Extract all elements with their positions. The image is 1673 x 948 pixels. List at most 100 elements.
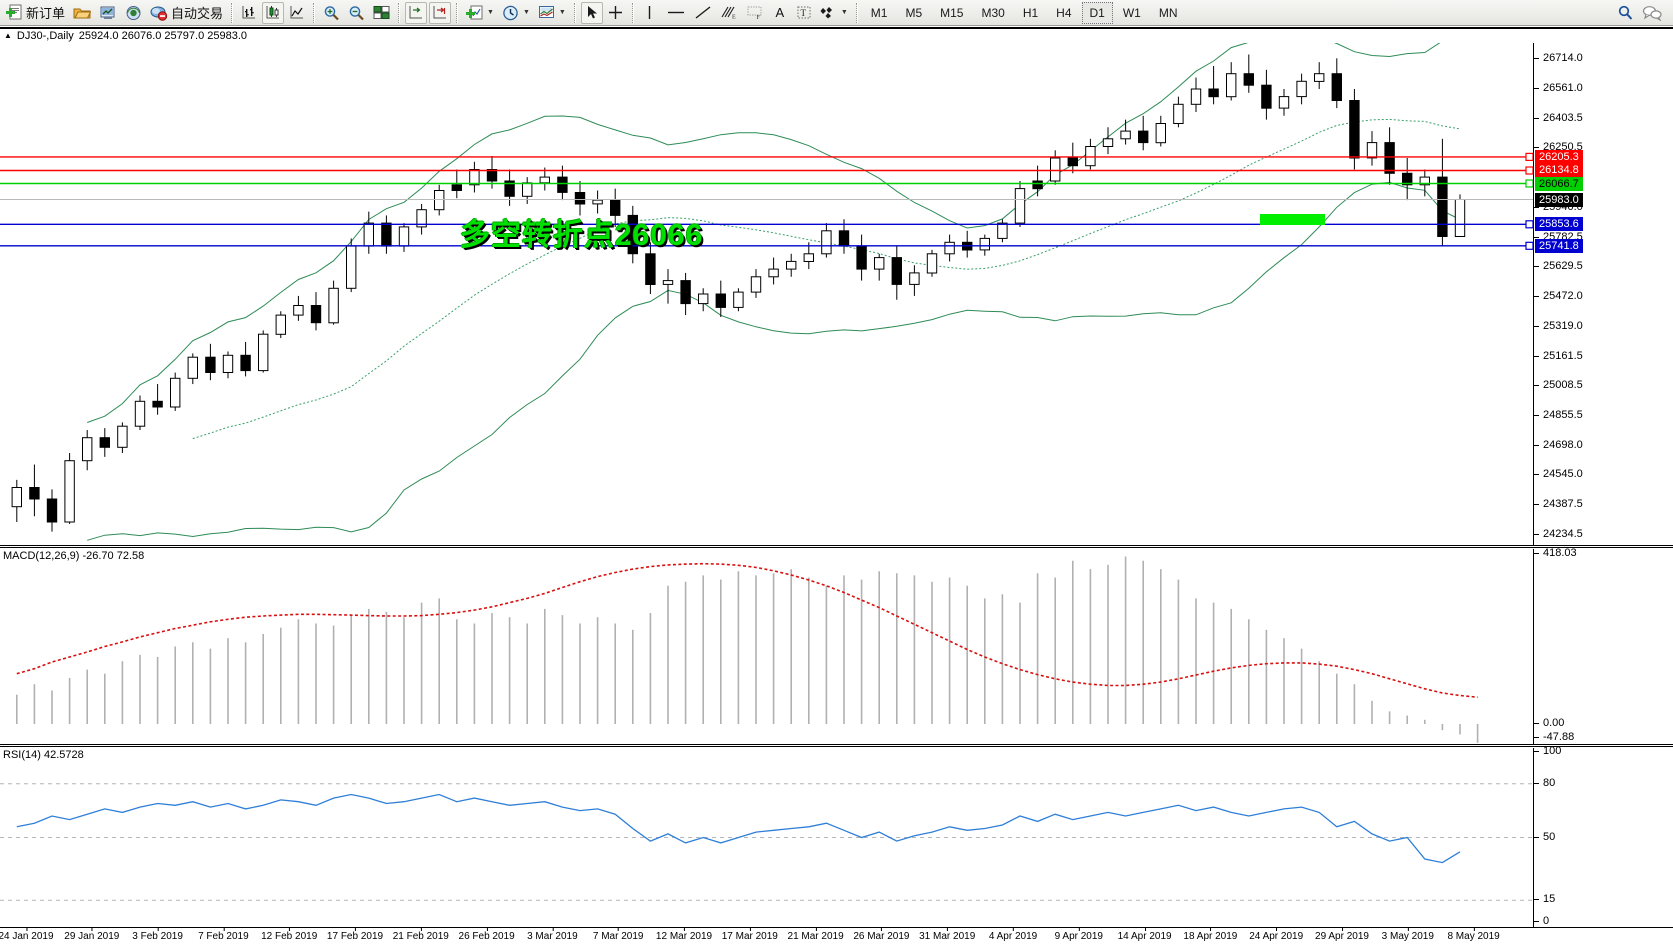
templates-button[interactable]: ▼: [535, 2, 569, 24]
date-tick: 12 Feb 2019: [261, 927, 318, 942]
price-tick: 24855.5: [1534, 409, 1583, 421]
vertical-line-button[interactable]: [639, 2, 661, 24]
date-tick: 7 Feb 2019: [198, 927, 249, 942]
new-order-button[interactable]: 新订单: [3, 2, 68, 24]
timeframe-d1[interactable]: D1: [1081, 1, 1113, 24]
crosshair-button[interactable]: [605, 2, 627, 24]
timeframe-w1[interactable]: W1: [1122, 5, 1141, 20]
chevron-down-icon[interactable]: ▼: [558, 9, 566, 16]
date-tick: 29 Jan 2019: [64, 927, 120, 942]
new-order-label: 新订单: [26, 6, 66, 21]
chat-button[interactable]: [1639, 2, 1665, 24]
timeframe-m15[interactable]: M15: [940, 5, 964, 20]
zoom-in-button[interactable]: [320, 2, 343, 24]
chevron-down-icon[interactable]: ▼: [487, 9, 494, 16]
toolbar-separator-2: [313, 2, 316, 23]
timeframe-h4[interactable]: H4: [1056, 5, 1072, 20]
period-button[interactable]: ▼: [499, 2, 533, 24]
price-tick: 24698.0: [1534, 439, 1583, 451]
level-badge-pivot[interactable]: 26066.7: [1535, 176, 1583, 191]
date-tick: 3 May 2019: [1381, 927, 1434, 942]
horizontal-line-button[interactable]: [663, 2, 689, 24]
candlestick-chart-button[interactable]: [262, 1, 285, 24]
auto-trading-button[interactable]: 自动交易: [147, 2, 226, 24]
search-button[interactable]: [1614, 2, 1637, 24]
date-axis[interactable]: 24 Jan 2019 29 Jan 2019 3 Feb 2019 7 Feb 20…: [0, 927, 1673, 948]
network-button[interactable]: [122, 2, 145, 24]
level-badge-support-2[interactable]: 25741.8: [1535, 238, 1583, 253]
trendline-button[interactable]: [691, 2, 715, 24]
shapes-icon: [820, 5, 837, 20]
fibonacci-button[interactable]: E: [717, 2, 741, 24]
timeframe-h1[interactable]: H1: [1022, 5, 1039, 20]
timeframe-mn[interactable]: MN: [1158, 5, 1178, 20]
collapse-icon[interactable]: ▲: [4, 31, 12, 40]
bar-chart-icon: [241, 5, 257, 20]
zoom-out-icon: [348, 5, 365, 21]
chart-window: ▲ DJ30-,Daily 25924.0 26076.0 25797.0 25…: [0, 27, 1673, 948]
date-tick: 4 Apr 2019: [988, 927, 1038, 942]
text-box-icon: T: [796, 5, 812, 20]
network-icon: [125, 5, 142, 21]
timeframe-m5[interactable]: M5: [905, 5, 923, 20]
text-box-button[interactable]: T: [793, 2, 815, 24]
text-label-button[interactable]: F: [743, 2, 767, 24]
cursor-icon: [585, 5, 599, 20]
vline-icon: [643, 5, 656, 20]
price-tick: 25008.5: [1534, 379, 1583, 391]
zoom-out-button[interactable]: [345, 2, 368, 24]
price-tick: 25472.0: [1534, 290, 1583, 302]
svg-text:E: E: [732, 15, 736, 21]
chat-icon: [1642, 5, 1662, 21]
price-tick: 25319.0: [1534, 320, 1583, 332]
timeframe-group: M1 M5 M15 M30 H1 H4 D1 W1 MN: [862, 1, 1187, 24]
date-tick: 24 Jan 2019: [0, 927, 54, 942]
svg-text:T: T: [800, 8, 806, 18]
crosshair-icon: [608, 5, 623, 20]
macd-pane[interactable]: [0, 549, 1533, 744]
timeframe-m1[interactable]: M1: [870, 5, 888, 20]
period-icon: [502, 5, 519, 21]
tile-windows-button[interactable]: [370, 2, 393, 24]
price-scale[interactable]: 26714.0 26561.0 26403.5 26250.5 25940.0 25782…: [1533, 43, 1673, 545]
folder-button[interactable]: [70, 2, 94, 24]
date-tick: 29 Apr 2019: [1315, 927, 1369, 942]
date-tick: 31 Mar 2019: [919, 927, 976, 942]
macd-canvas: [15, 556, 1479, 743]
shift-end-button[interactable]: [429, 1, 452, 24]
rsi-pane[interactable]: [0, 748, 1533, 927]
date-tick: 26 Feb 2019: [458, 927, 515, 942]
date-tick: 26 Mar 2019: [853, 927, 910, 942]
date-tick: 3 Feb 2019: [132, 927, 183, 942]
toolbar-separator-5: [573, 2, 576, 23]
text-button[interactable]: A: [769, 2, 791, 24]
symbol-ohlc: 25924.0 26076.0 25797.0 25983.0: [78, 30, 247, 42]
price-pane[interactable]: 多空转折点26066: [0, 43, 1533, 545]
pivot-highlight-box: [1260, 214, 1325, 225]
level-badge-last-price[interactable]: 25983.0: [1535, 192, 1583, 207]
date-tick: 21 Mar 2019: [787, 927, 844, 942]
shift-start-button[interactable]: [405, 1, 428, 24]
indicators-button[interactable]: ▼: [463, 2, 497, 24]
expert-advisor-icon: [150, 5, 168, 21]
symbol-bar: ▲ DJ30-,Daily 25924.0 26076.0 25797.0 25…: [0, 29, 1673, 43]
macd-scale[interactable]: 418.03 0.00 -47.88: [1533, 547, 1673, 744]
level-badge-resistance-1[interactable]: 26205.3: [1535, 149, 1583, 164]
level-badge-resistance-2[interactable]: 26134.8: [1535, 163, 1583, 178]
level-badge-support-1[interactable]: 25853.6: [1535, 217, 1583, 232]
timeframe-m30[interactable]: M30: [981, 5, 1005, 20]
toolbar-separator-4: [456, 2, 459, 23]
cursor-button[interactable]: [580, 1, 603, 24]
chevron-down-icon[interactable]: ▼: [840, 9, 848, 16]
line-chart-button[interactable]: [286, 2, 308, 24]
shapes-button[interactable]: ▼: [817, 2, 851, 24]
chevron-down-icon[interactable]: ▼: [522, 9, 530, 16]
rsi-scale[interactable]: 100 80 50 15 0: [1533, 745, 1673, 927]
date-tick: 21 Feb 2019: [392, 927, 449, 942]
bar-chart-button[interactable]: [238, 2, 260, 24]
fibonacci-icon: E: [720, 5, 738, 20]
profiles-button[interactable]: [96, 2, 120, 24]
chart-annotation-label[interactable]: 多空转折点26066: [460, 219, 704, 252]
text-label-icon: F: [746, 5, 764, 20]
search-icon: [1617, 5, 1634, 21]
